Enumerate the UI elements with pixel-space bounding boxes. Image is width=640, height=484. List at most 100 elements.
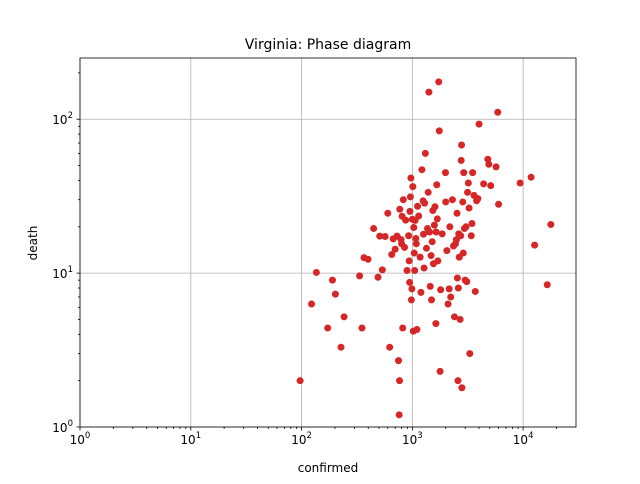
data-point [415,212,423,220]
data-point [308,300,316,308]
data-point [516,179,524,187]
data-point [424,188,432,196]
y-tick-label: 101 [52,265,73,281]
data-point [438,230,446,238]
data-point [364,255,372,263]
data-point [459,249,467,257]
data-point [405,257,413,265]
data-point [435,78,443,86]
data-point [462,223,470,231]
data-point [468,220,476,228]
data-point [434,257,442,265]
data-point [413,326,421,334]
data-point [487,182,495,190]
data-point [454,284,462,292]
data-point [543,281,551,289]
x-tick-label: 100 [70,431,91,447]
data-point [296,377,304,385]
data-point [328,276,336,284]
data-point [430,221,438,229]
data-point [337,343,345,351]
data-point [418,166,426,174]
data-point [426,228,434,236]
x-tick-label: 102 [291,431,312,447]
data-point [401,243,409,251]
data-point [408,285,416,293]
data-point [465,204,473,212]
data-point [471,287,479,295]
x-tick-label: 104 [513,431,534,447]
data-point [405,232,413,240]
data-point [432,228,440,236]
data-point [395,411,403,419]
data-point [414,202,422,210]
points-layer [296,78,555,419]
data-point [427,252,435,260]
data-point [445,285,453,293]
data-point [425,88,433,96]
data-point [450,313,458,321]
y-axis-label: death [26,226,40,261]
data-point [402,216,410,224]
data-point [419,230,427,238]
data-point [435,127,443,135]
data-point [370,224,378,232]
data-point [399,324,407,332]
chart-title: Virginia: Phase diagram [245,37,411,53]
data-point [458,141,466,149]
data-point [358,324,366,332]
data-point [467,232,475,240]
data-point [432,320,440,328]
data-point [448,196,456,204]
data-point [409,183,417,191]
data-point [376,232,384,240]
data-point [378,266,386,274]
data-point [466,350,474,358]
data-point [454,377,462,385]
data-point [431,203,439,211]
data-point [416,253,424,261]
data-point [437,286,445,294]
data-point [531,241,539,249]
data-point [403,267,411,274]
data-point [492,163,500,171]
data-point [386,343,394,351]
data-point [444,300,452,308]
data-point [410,223,418,231]
data-point [417,288,425,296]
data-point [384,209,392,217]
data-point [453,209,461,217]
data-point [324,324,332,332]
data-point [396,377,404,385]
data-point [443,247,451,255]
data-point [433,215,441,223]
data-point [395,357,403,365]
data-point [422,244,430,252]
data-point [410,249,418,257]
data-point [495,200,503,208]
data-point [421,199,429,207]
data-point [441,169,449,177]
data-point [547,221,555,228]
data-point [485,160,493,168]
data-point [459,198,467,206]
data-point [463,278,471,286]
data-point [412,240,420,248]
data-point [406,207,414,215]
data-point [458,384,466,392]
data-point [428,238,436,246]
data-point [494,108,502,116]
data-point [391,245,399,253]
data-point [474,195,482,203]
data-point [460,169,468,177]
data-point [433,181,441,189]
y-tick-label: 102 [52,111,73,127]
data-point [406,193,414,201]
data-point [456,315,464,323]
data-point [464,188,472,196]
data-point [442,198,450,206]
data-point [407,296,415,304]
data-point [475,120,483,128]
